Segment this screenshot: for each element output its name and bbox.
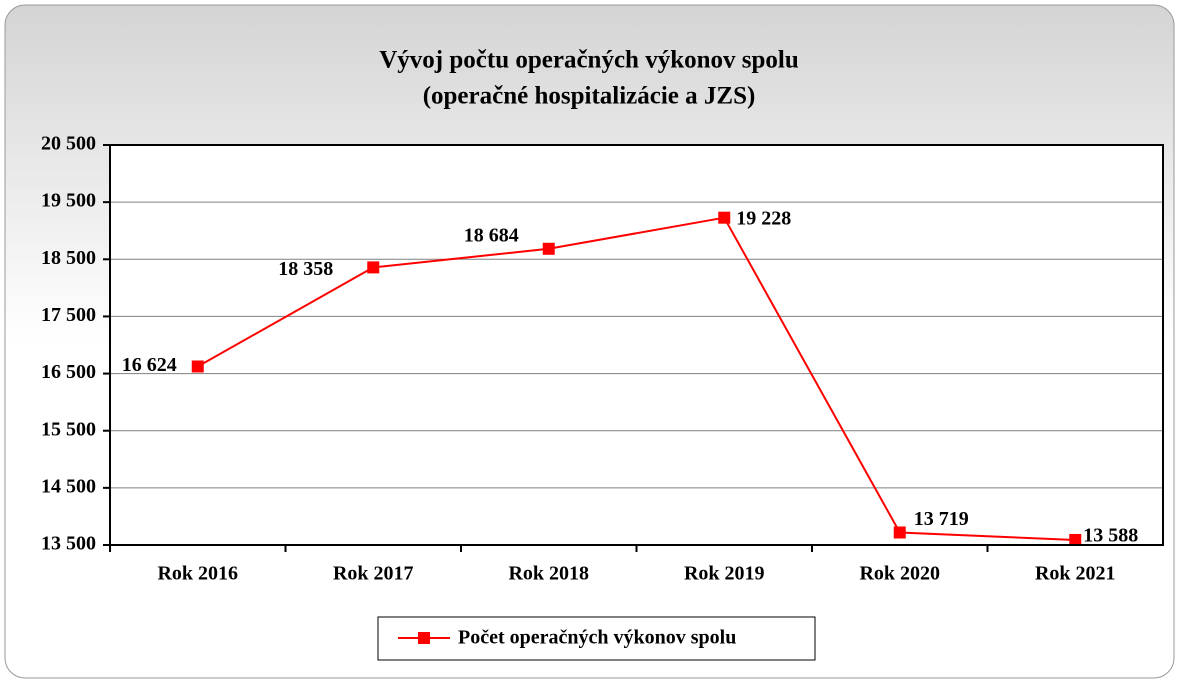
marker [1069, 533, 1082, 546]
data-label: 13 588 [1083, 525, 1138, 547]
series-line [197, 216, 1076, 541]
plot-border [109, 144, 1164, 546]
y-tick-label: 19 500 [41, 190, 96, 212]
legend [377, 616, 816, 661]
x-tick-label: Rok 2016 [157, 563, 238, 585]
y-tick-label: 15 500 [41, 418, 96, 440]
chart-subtitle: (operačné hospitalizácie a JZS) [423, 83, 756, 110]
y-tick-label: 17 500 [41, 304, 96, 326]
x-tick-label: Rok 2019 [684, 563, 765, 585]
data-label: 16 624 [122, 354, 177, 376]
marker [718, 211, 731, 224]
data-label: 19 228 [736, 207, 791, 229]
legend-marker [418, 632, 430, 644]
y-tick-label: 20 500 [41, 133, 96, 155]
x-tick-label: Rok 2021 [1035, 563, 1116, 585]
data-label: 13 719 [914, 508, 969, 530]
marker [893, 526, 906, 539]
legend-label: Počet operačných výkonov spolu [458, 627, 736, 649]
y-tick-label: 14 500 [41, 475, 96, 497]
chart-title: Vývoj počtu operačných výkonov spolu [379, 47, 799, 74]
x-tick-label: Rok 2018 [508, 563, 589, 585]
y-tick-label: 18 500 [41, 247, 96, 269]
marker [367, 261, 380, 274]
data-label: 18 358 [278, 258, 333, 280]
marker [542, 242, 555, 255]
x-tick-label: Rok 2017 [333, 563, 414, 585]
plot-area [110, 145, 1163, 545]
data-label: 18 684 [464, 224, 519, 246]
y-tick-label: 16 500 [41, 361, 96, 383]
x-tick-label: Rok 2020 [859, 563, 940, 585]
marker [191, 360, 204, 373]
y-tick-label: 13 500 [41, 533, 96, 555]
